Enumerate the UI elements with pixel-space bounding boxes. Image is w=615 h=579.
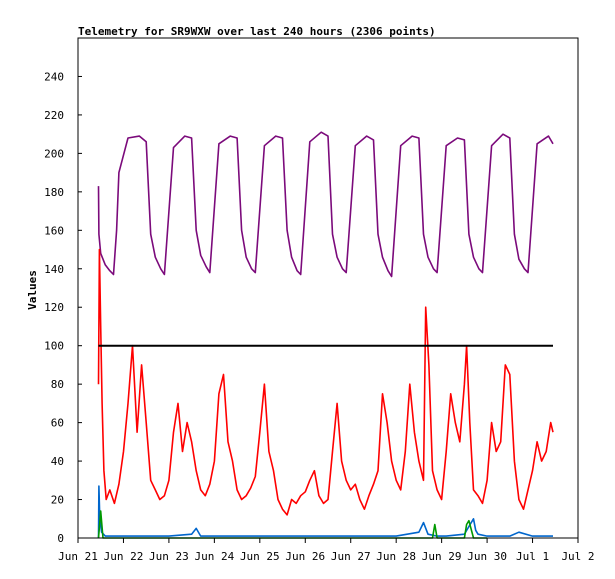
- y-tick-label: 180: [44, 186, 64, 199]
- y-tick-label: 120: [44, 301, 64, 314]
- y-tick-label: 0: [57, 532, 64, 545]
- x-tick-label: Jun 21: [58, 550, 98, 563]
- series-line-0: [97, 131, 554, 278]
- y-tick-label: 100: [44, 340, 64, 353]
- y-tick-label: 140: [44, 263, 64, 276]
- y-tick-label: 20: [51, 494, 64, 507]
- series-line-1: [97, 248, 554, 516]
- y-tick-label: 40: [51, 455, 64, 468]
- x-tick-label: Jun 23: [149, 550, 189, 563]
- x-tick-label: Jun 28: [376, 550, 416, 563]
- x-tick-label: Jun 29: [422, 550, 462, 563]
- x-tick-label: Jul 1: [516, 550, 549, 563]
- x-tick-label: Jun 25: [240, 550, 280, 563]
- y-tick-label: 160: [44, 224, 64, 237]
- x-tick-label: Jul 2: [561, 550, 594, 563]
- series-line-3: [97, 485, 553, 539]
- y-tick-label: 80: [51, 378, 64, 391]
- y-ticks: 0 20 40 60 80 100 120 140 160 180 200 220 240: [44, 70, 82, 545]
- x-tick-label: Jun 24: [194, 550, 234, 563]
- x-tick-label: Jun 26: [285, 550, 325, 563]
- y-tick-label: 240: [44, 70, 64, 83]
- x-ticks: Jun 21 Jun 22 Jun 23 Jun 24 Jun 25 Jun 26 Jun …: [58, 538, 595, 563]
- x-tick-label: Jun 22: [104, 550, 144, 563]
- y-axis-label: Values: [26, 270, 39, 310]
- x-tick-label: Jun 30: [467, 550, 507, 563]
- series-layer: [97, 131, 554, 539]
- y-tick-label: 60: [51, 417, 64, 430]
- chart-title: Telemetry for SR9WXW over last 240 hours…: [78, 25, 436, 38]
- x-tick-label: Jun 27: [331, 550, 371, 563]
- plot-frame: [77, 37, 579, 539]
- y-tick-label: 200: [44, 147, 64, 160]
- y-tick-label: 220: [44, 109, 64, 122]
